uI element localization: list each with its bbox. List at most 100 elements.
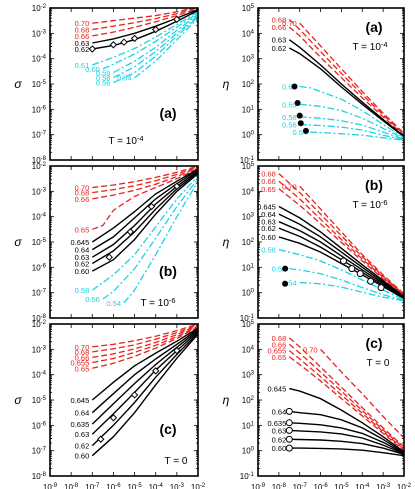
y-axis-label: η: [223, 77, 230, 91]
marker-diamond: [173, 15, 181, 24]
series-line-0.68: [92, 166, 198, 194]
y-tick-label: 105: [242, 320, 255, 329]
y-tick-label: 10-2: [32, 320, 47, 329]
series-label: 0.655: [71, 359, 90, 368]
y-tick-label: 101: [242, 105, 255, 114]
series-label: 0.68: [75, 26, 90, 35]
series-line-0.65: [92, 326, 198, 369]
plot-frame: [257, 323, 405, 477]
series-label: 0.66: [75, 195, 90, 204]
series-label: 0.58: [282, 113, 297, 122]
marker-filled-circle: [296, 112, 303, 119]
series-label: 0.58: [96, 74, 111, 83]
y-tick-label: 10-3: [32, 29, 47, 38]
y-tick-label: 10-7: [32, 447, 47, 456]
y-axis-label: η: [223, 393, 230, 407]
panel-eta-b: 10-1 100 101 102 103 104 105 η 0.70 0.680.660.65 0…: [223, 162, 405, 323]
panel-letter: (b): [365, 177, 383, 193]
series-label: 0.63: [272, 426, 287, 435]
series-label: 0.60: [75, 452, 90, 461]
series-label: 0.58: [75, 286, 90, 295]
series-line-0.60: [278, 236, 404, 300]
series-line-0.62: [91, 171, 198, 265]
plot-frame: [257, 7, 405, 161]
series-label: 0.56: [282, 121, 297, 130]
marker-diamond: [88, 45, 96, 53]
series-label: 0.59: [96, 69, 111, 78]
x-tick-label: 10-8: [64, 483, 79, 489]
panel-letter: (a): [159, 105, 176, 121]
y-tick-label: 10-7: [32, 289, 47, 298]
marker-diamond: [130, 34, 139, 43]
series-label: 0.56: [96, 79, 111, 88]
series-line-0.65: [278, 188, 404, 297]
panel-eta-a: 10-1100101102103104105η0.700.680.660.630…: [223, 4, 405, 165]
marker-filled-circle: [282, 265, 289, 272]
series-line-0.645: [289, 387, 404, 453]
series-line-0.58: [299, 116, 404, 140]
marker-open-circle: [367, 277, 375, 285]
marker-open-circle: [348, 265, 356, 273]
panel-sigma-a: 10-810-710-610-510-410-310-2σ0.700.680.6…: [14, 4, 199, 165]
series-line-0.60: [289, 447, 404, 457]
series-line-0.64: [91, 169, 198, 251]
series-label: 0.60: [272, 444, 287, 453]
x-tick-label: 10-4: [149, 483, 164, 489]
panel-letter: (a): [365, 19, 382, 35]
series-label: 0.62: [75, 260, 90, 269]
y-tick-label: 10-4: [32, 55, 47, 64]
series-line-0.655: [288, 350, 404, 450]
series-label: 0.70: [75, 184, 90, 193]
y-tick-label: 104: [242, 345, 255, 354]
series-line-0.645: [278, 205, 404, 298]
marker-diamond: [147, 202, 156, 211]
y-tick-label: 105: [242, 4, 255, 13]
y-tick-label: 10-6: [32, 421, 47, 430]
panel-sigma-b: 10-810-710-610-510-410-310-2σ0.700.680.6…: [14, 162, 199, 323]
x-tick-label: 10-3: [376, 483, 391, 489]
series-label: 0.68: [272, 15, 287, 24]
y-tick-label: 104: [242, 29, 255, 38]
marker-open-circle: [285, 426, 293, 434]
plot-frame: [49, 7, 199, 161]
series-line-0.66: [92, 324, 198, 359]
x-tick-label: 10-6: [106, 483, 121, 489]
y-tick-label: 10-2: [32, 162, 47, 171]
plot-frame: [49, 323, 199, 477]
series-label: 0.645: [268, 385, 287, 394]
series-line-0.68: [288, 337, 404, 448]
marker-diamond: [109, 41, 118, 49]
plot-frame: [257, 165, 405, 319]
series-line-0.54: [310, 131, 404, 141]
x-tick-label: 10-7: [293, 483, 308, 489]
marker-filled-circle: [302, 127, 309, 134]
series-label: 0.63: [75, 39, 90, 48]
series-line-0.63: [288, 39, 404, 137]
series-line-0.56: [102, 178, 198, 300]
series-line-0.54: [134, 17, 198, 79]
y-tick-label: 10-2: [32, 4, 47, 13]
y-tick-label: 104: [242, 187, 255, 196]
marker-diamond: [109, 414, 118, 422]
y-tick-label: 103: [242, 213, 255, 222]
panel-letter: (c): [365, 335, 382, 351]
series-line-0.60: [91, 333, 198, 457]
marker-diamond: [130, 391, 139, 399]
marker-filled-circle: [294, 100, 301, 106]
series-label: 0.645: [71, 396, 90, 405]
series-line-0.62: [91, 332, 198, 447]
marker-diamond: [126, 228, 135, 236]
series-label: 0.66: [261, 177, 276, 186]
series-line-0.56: [289, 267, 404, 301]
marker-diamond: [120, 38, 128, 46]
series-label: 0.65: [272, 353, 287, 362]
series-label: 0.70: [282, 19, 297, 28]
marker-diamond: [173, 182, 181, 190]
marker-open-circle: [377, 284, 385, 292]
series-label: 0.66: [272, 23, 287, 32]
series-label: 0.645: [257, 203, 276, 212]
series-label: 0.56: [272, 265, 287, 274]
series-line-0.63: [91, 331, 198, 435]
y-axis-label: σ: [14, 393, 22, 407]
